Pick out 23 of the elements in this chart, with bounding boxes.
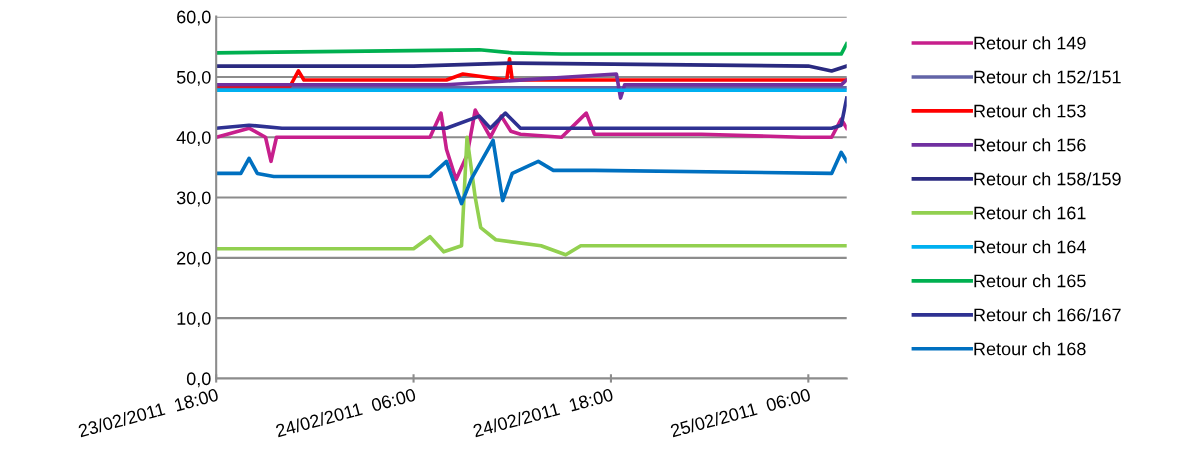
legend-label: Retour ch 168 (974, 342, 1086, 356)
legend-label: Retour ch 164 (974, 240, 1086, 254)
legend-label: Retour ch 158/159 (974, 172, 1121, 186)
legend-label: Retour ch 161 (974, 206, 1086, 220)
y-tick-label: 10,0 (177, 312, 211, 327)
line-series (216, 138, 847, 206)
line-series (216, 135, 847, 257)
y-tick-label: 40,0 (176, 131, 211, 147)
legend-label: Retour ch 152/151 (974, 70, 1121, 84)
y-tick-label: 0,0 (186, 372, 211, 388)
y-tick-label: 50,0 (176, 70, 211, 86)
y-tick-label: 20,0 (177, 251, 211, 267)
y-tick-label: 30,0 (176, 191, 211, 207)
legend-label: Retour ch 153 (974, 104, 1086, 118)
y-tick-label: 60,0 (177, 10, 211, 26)
line-series (216, 108, 847, 182)
line-series (216, 41, 847, 56)
line-series (216, 72, 847, 100)
legend-label: Retour ch 165 (974, 274, 1086, 288)
line-series (216, 96, 847, 131)
legend-label: Retour ch 166/167 (974, 308, 1121, 322)
legend-label: Retour ch 149 (974, 36, 1086, 50)
legend-label: Retour ch 156 (974, 138, 1086, 152)
